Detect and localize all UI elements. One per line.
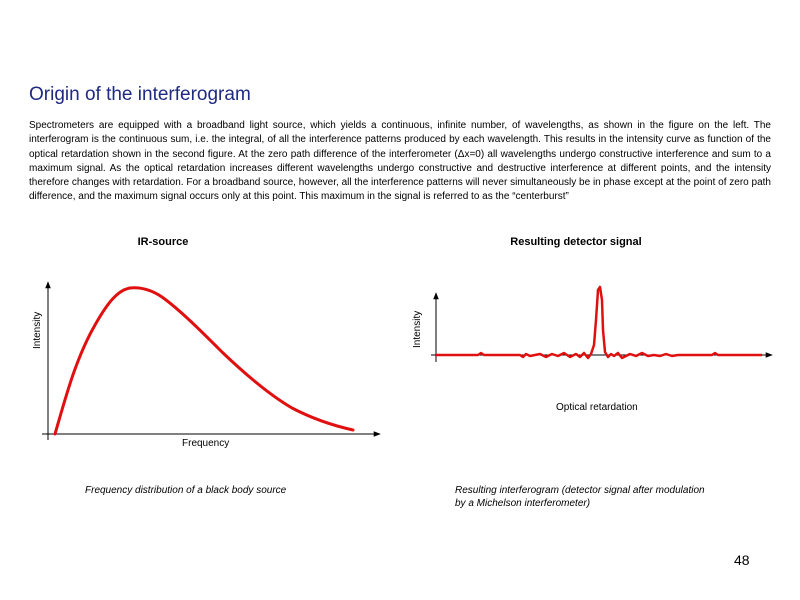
right-figure-caption-line2: by a Michelson interferometer): [455, 497, 591, 509]
left-figure-xlabel: Frequency: [182, 438, 230, 449]
right-figure-caption: Resulting interferogram (detector signal…: [455, 485, 705, 510]
interferogram-curve: [436, 285, 762, 360]
blackbody-curve: [53, 286, 355, 436]
right-figure-xlabel: Optical retardation: [556, 402, 638, 413]
page-number: 48: [734, 552, 750, 568]
right-figure-caption-line1: Resulting interferogram (detector signal…: [455, 485, 705, 496]
left-figure-heading: IR-source: [137, 236, 189, 248]
left-figure-plot: [42, 281, 381, 440]
right-figure-plot: [431, 285, 773, 362]
slide-title: Origin of the interferogram: [29, 84, 251, 105]
body-paragraph: Spectrometers are equipped with a broadb…: [29, 120, 771, 203]
right-figure-heading: Resulting detector signal: [510, 236, 642, 248]
left-figure-caption: Frequency distribution of a black body s…: [85, 485, 287, 496]
